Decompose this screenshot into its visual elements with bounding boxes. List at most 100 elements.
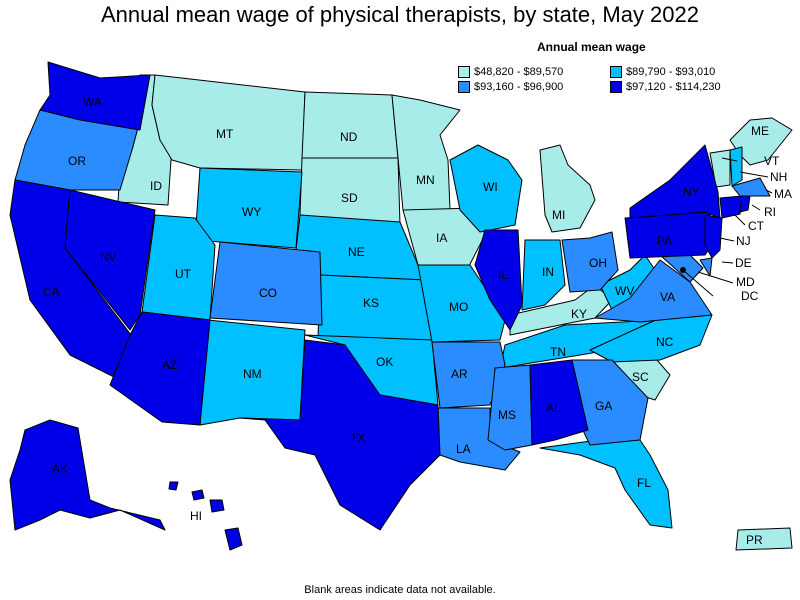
state-mn[interactable] (391, 94, 461, 211)
label-oh: OH (589, 256, 607, 270)
state-ct[interactable] (719, 195, 743, 219)
leader-de (721, 261, 734, 264)
label-hi: HI (190, 509, 202, 523)
legend-swatch-2 (610, 66, 622, 78)
hi-island-3 (209, 499, 225, 513)
state-ri[interactable] (739, 195, 751, 213)
legend-item-4: $97,120 - $114,230 (610, 81, 721, 93)
state-nj[interactable] (704, 214, 723, 259)
label-co: CO (259, 286, 277, 300)
label-wa: WA (83, 95, 102, 109)
legend-title: Annual mean wage (537, 40, 646, 54)
label-vt: VT (764, 154, 780, 168)
legend-item-2: $89,790 - $93,010 (610, 66, 715, 78)
label-tn: TN (550, 345, 566, 359)
label-or: OR (68, 154, 86, 168)
label-ny: NY (683, 185, 700, 199)
label-dc: DC (741, 289, 759, 303)
label-mn: MN (416, 173, 435, 187)
legend-swatch-4 (610, 81, 622, 93)
state-ky[interactable] (509, 284, 613, 336)
label-mt: MT (216, 127, 234, 141)
label-mi: MI (552, 208, 565, 222)
label-wy: WY (242, 205, 261, 219)
leader-ct (734, 214, 746, 226)
label-ct: CT (748, 219, 765, 233)
state-ut[interactable] (141, 214, 216, 321)
state-il[interactable] (474, 229, 523, 331)
legend-swatch-3 (458, 81, 470, 93)
label-nd: ND (340, 130, 358, 144)
label-ga: GA (595, 399, 612, 413)
leader-vt (721, 157, 738, 162)
state-co[interactable] (209, 241, 323, 326)
label-wi: WI (483, 180, 498, 194)
label-al: AL (546, 401, 561, 415)
leader-ma (765, 189, 773, 194)
state-pr[interactable] (735, 527, 793, 551)
label-ak: AK (52, 462, 68, 476)
label-mo: MO (449, 300, 468, 314)
state-ak[interactable] (9, 419, 166, 531)
label-wv: WV (615, 284, 634, 298)
label-ca: CA (43, 285, 60, 299)
label-nh: NH (770, 170, 787, 184)
state-in[interactable] (521, 239, 566, 311)
state-nv[interactable] (64, 189, 156, 331)
label-ri: RI (764, 205, 776, 219)
label-az: AZ (162, 358, 177, 372)
state-fl[interactable] (539, 439, 673, 529)
label-in: IN (542, 265, 554, 279)
legend-label-3: $93,160 - $96,900 (474, 81, 564, 93)
legend-label-4: $97,120 - $114,230 (626, 81, 721, 93)
label-ia: IA (436, 231, 447, 245)
label-ut: UT (175, 267, 192, 281)
label-ks: KS (363, 296, 379, 310)
state-hi[interactable] (224, 527, 243, 551)
state-nd[interactable] (301, 91, 399, 159)
state-tx[interactable] (239, 339, 441, 531)
label-nv: NV (100, 250, 117, 264)
label-md: MD (736, 275, 755, 289)
legend-label-2: $89,790 - $93,010 (626, 66, 716, 78)
leader-ri (751, 204, 761, 211)
label-la: LA (456, 442, 471, 456)
state-ny[interactable] (629, 144, 721, 219)
legend-item-3: $93,160 - $96,900 (458, 81, 563, 93)
leader-nj (719, 237, 735, 242)
label-ar: AR (451, 367, 468, 381)
state-la[interactable] (431, 407, 521, 471)
hi-island-1 (168, 481, 179, 491)
state-mt[interactable] (151, 74, 306, 171)
state-oh[interactable] (561, 231, 619, 293)
label-pr: PR (746, 533, 763, 547)
state-ms[interactable] (487, 364, 533, 451)
footnote: Blank areas indicate data not available. (304, 584, 496, 596)
label-me: ME (751, 124, 769, 138)
label-pa: PA (657, 234, 672, 248)
state-nh[interactable] (729, 146, 743, 187)
label-il: IL (498, 268, 508, 282)
hi-island-2 (191, 489, 205, 501)
label-sd: SD (341, 191, 358, 205)
legend-label-1: $48,820 - $89,570 (474, 66, 564, 78)
state-wi[interactable] (449, 144, 523, 233)
state-wa[interactable] (39, 61, 151, 131)
state-al[interactable] (529, 359, 589, 446)
leader-md (697, 271, 734, 284)
state-mi[interactable] (539, 144, 596, 233)
label-va: VA (660, 290, 675, 304)
legend-item-1: $48,820 - $89,570 (458, 66, 563, 78)
label-tx: TX (350, 431, 365, 445)
map-title: Annual mean wage of physical therapists,… (100, 2, 699, 27)
state-ma[interactable] (731, 177, 771, 197)
label-ky: KY (571, 307, 587, 321)
label-ms: MS (498, 408, 516, 422)
state-de[interactable] (699, 257, 713, 277)
label-de: DE (735, 256, 752, 270)
label-sc: SC (632, 370, 649, 384)
leader-nh (739, 171, 769, 178)
leader-dc (682, 269, 714, 297)
state-az[interactable] (109, 311, 211, 426)
label-nc: NC (656, 335, 674, 349)
